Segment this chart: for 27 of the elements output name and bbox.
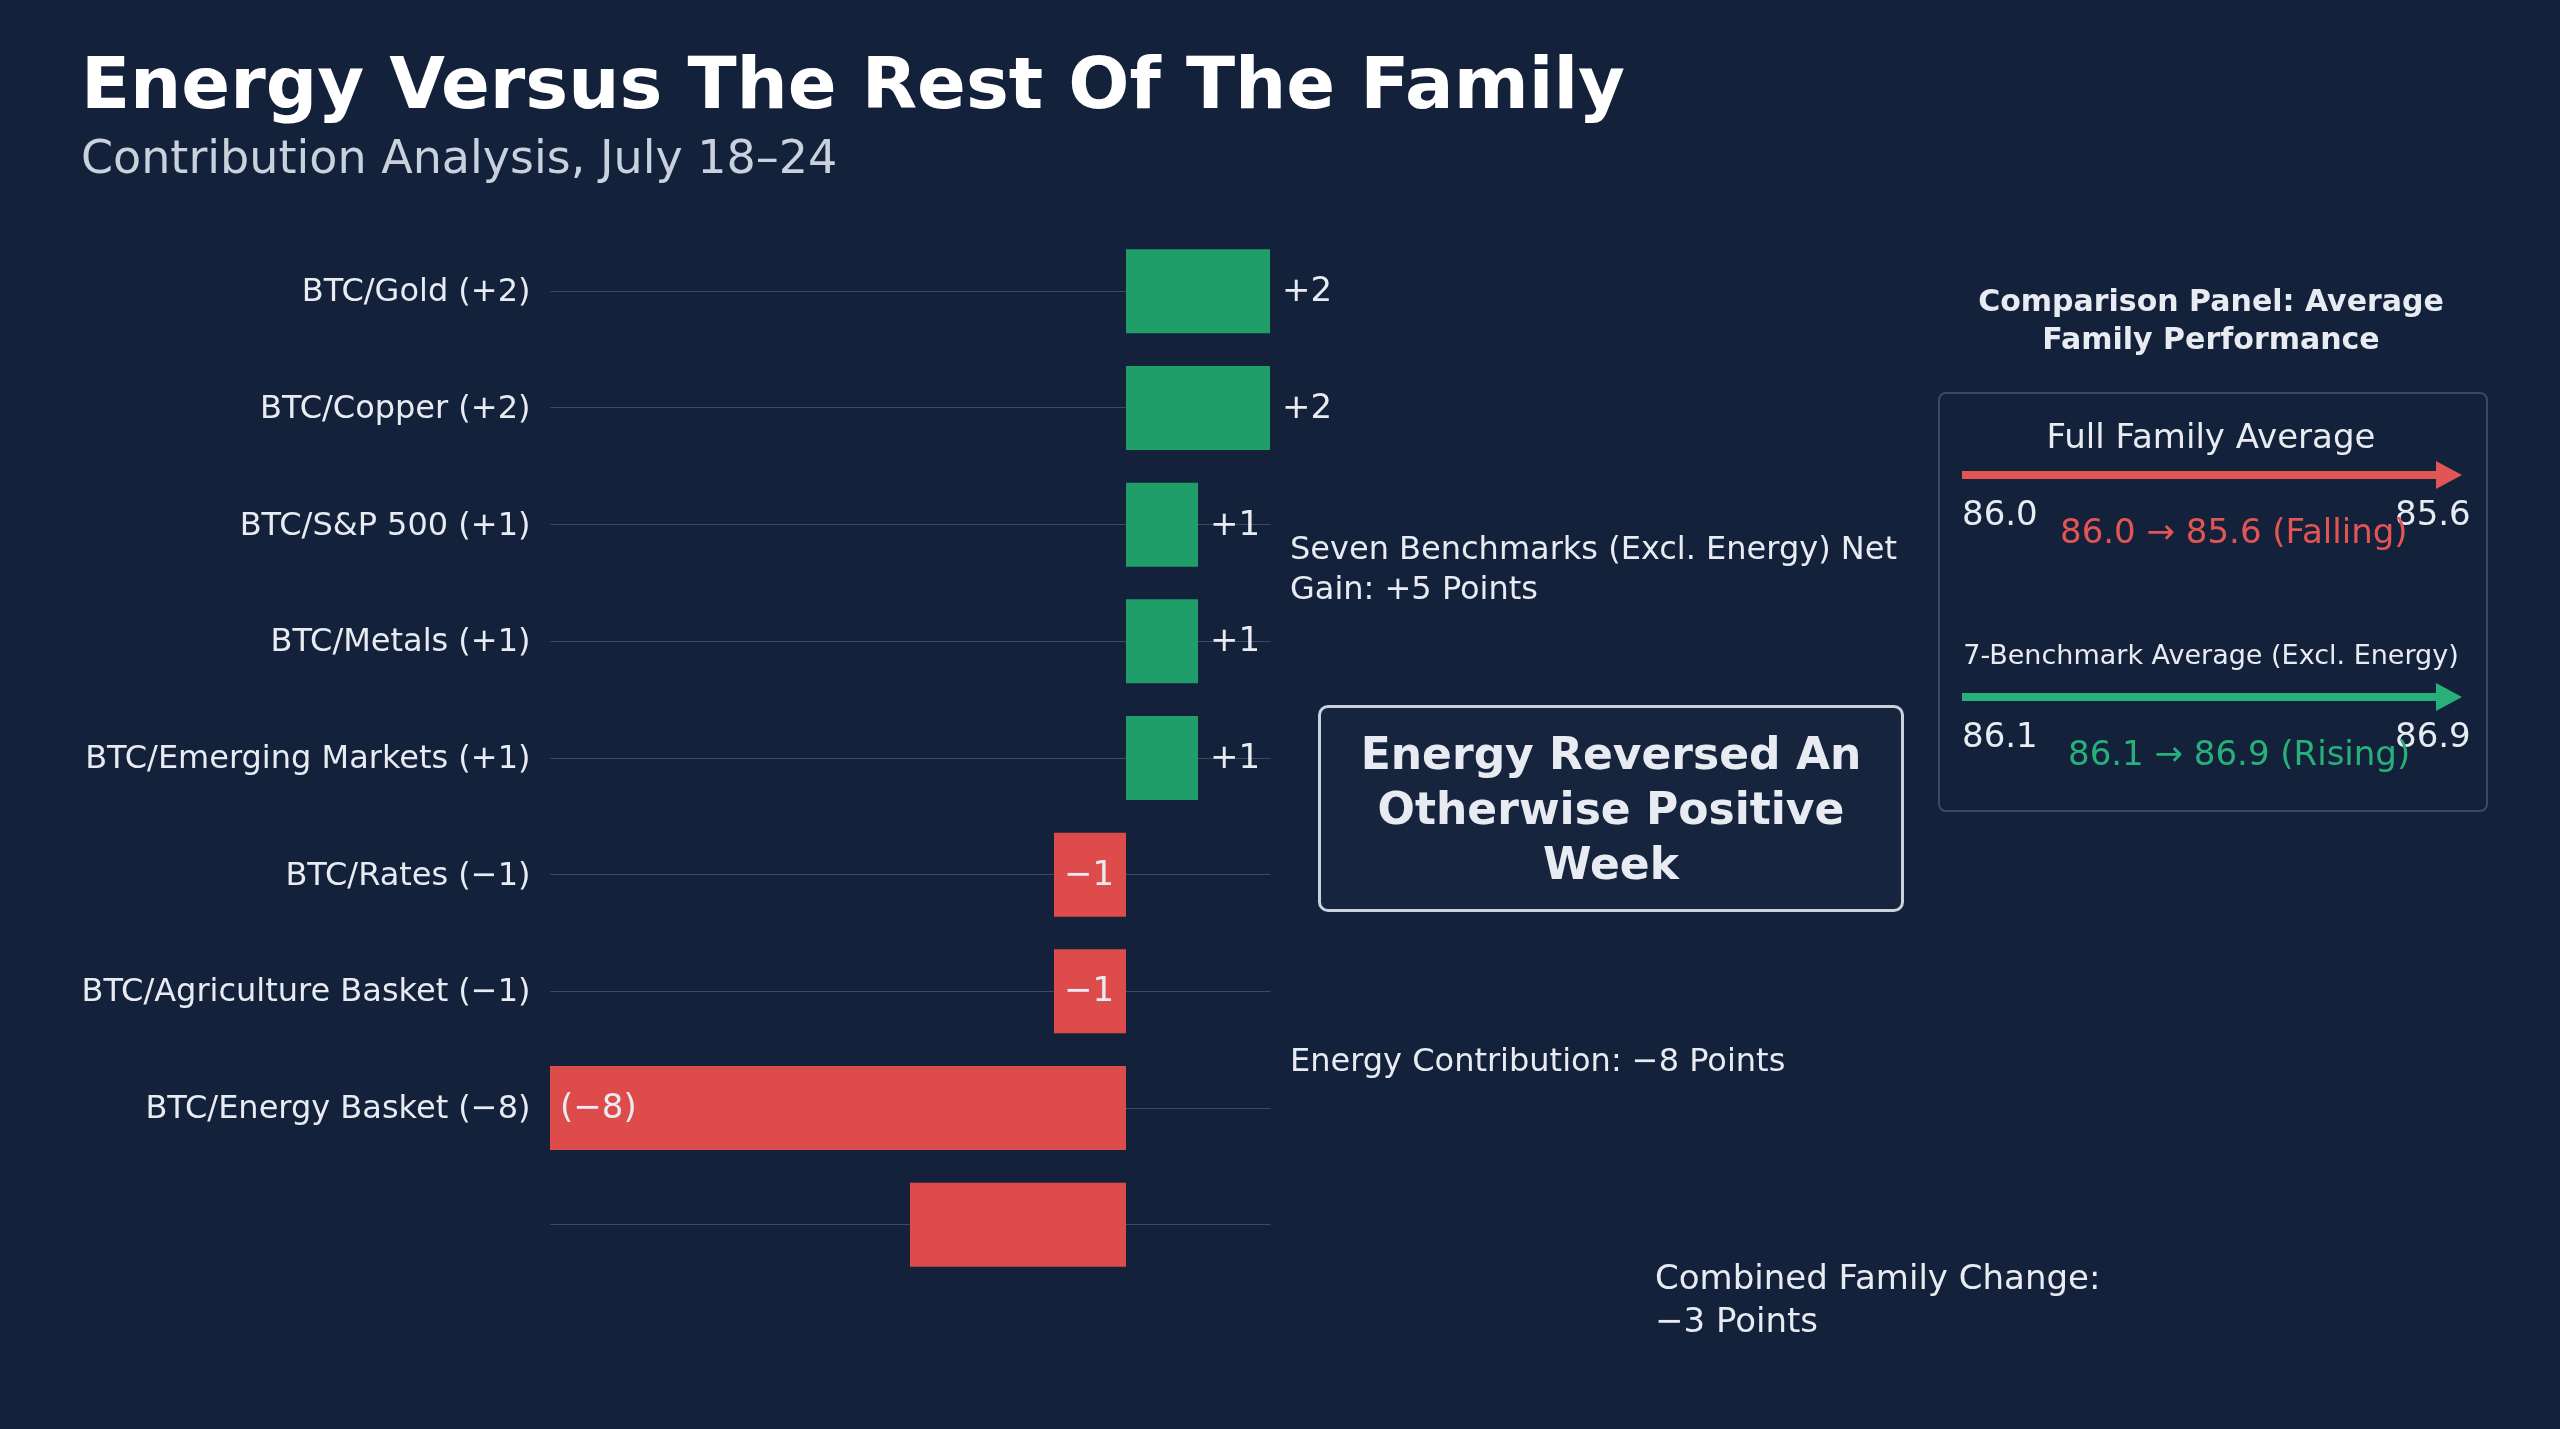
y-tick-label: BTC/S&P 500 (+1) (239, 504, 531, 543)
y-tick-label: BTC/Metals (+1) (270, 621, 531, 660)
data-label: +1 (1210, 619, 1261, 660)
text: 86.0 (1962, 492, 2038, 535)
text: Comparison Panel: Average Family Performance (1977, 282, 2445, 357)
data-label: +1 (1210, 736, 1261, 776)
text: 86.1 (1962, 714, 2038, 757)
data-label: −1 (1064, 969, 1115, 1010)
data-label: +2 (1282, 269, 1333, 310)
y-tick-label: BTC/Agriculture Basket (−1) (81, 971, 531, 1010)
data-label: +1 (1210, 502, 1261, 543)
text: Full Family Average (2045, 415, 2377, 458)
text: Energy Reversed An Otherwise Positive Week (1318, 705, 1904, 912)
y-tick-label: BTC/Energy Basket (−8) (145, 1088, 531, 1126)
text: Seven Benchmarks (Excl. Energy) Net Gain: +5 Points (1290, 528, 1898, 608)
text: Energy Contribution: −8 Points (1290, 1040, 1787, 1080)
text: Combined Family Change: −3 Points (1655, 1256, 2102, 1341)
data-label: (−8) (560, 1086, 637, 1126)
chart-title: Energy Versus The Rest Of The Family (80, 41, 1626, 125)
text: 7-Benchmark Average (Excl. Energy) (1962, 638, 2460, 672)
y-tick-label: BTC/Gold (+2) (301, 271, 531, 310)
y-tick-label: BTC/Emerging Markets (+1) (85, 738, 531, 776)
y-tick-label: BTC/Rates (−1) (285, 854, 531, 893)
y-tick-label: BTC/Copper (+2) (260, 388, 531, 426)
chart-subtitle: Contribution Analysis, July 18–24 (80, 130, 838, 184)
data-label: +2 (1282, 386, 1333, 426)
data-label: −1 (1064, 852, 1115, 893)
